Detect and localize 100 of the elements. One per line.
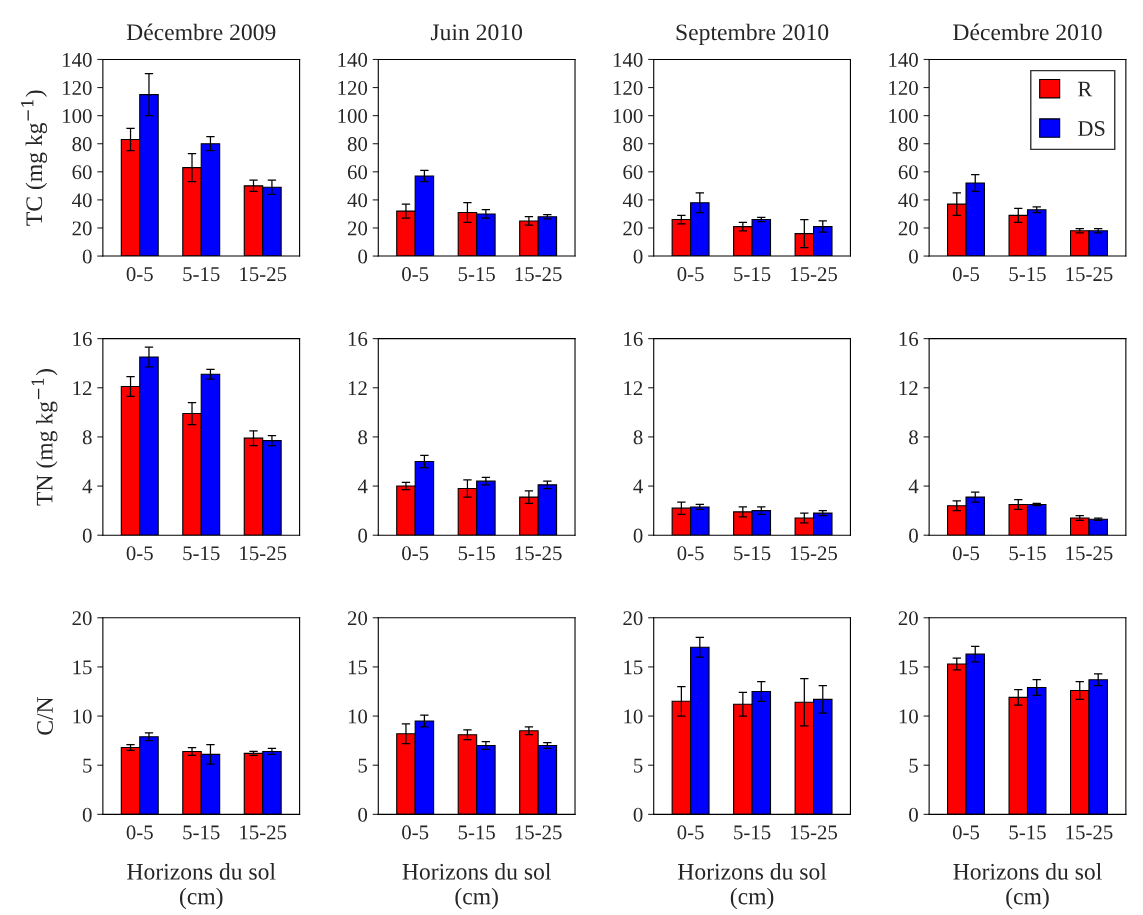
x-tick-label: 0-5 xyxy=(402,267,429,282)
x-tick-label: 15-25 xyxy=(515,546,562,561)
y-tick-label: 10 xyxy=(73,709,92,724)
y-tick-label: 16 xyxy=(624,332,643,347)
y-tick-label: 140 xyxy=(63,52,92,67)
chart-title: Décembre 2009 xyxy=(126,23,276,41)
chart-title: Septembre 2010 xyxy=(676,23,829,46)
y-tick-label: 8 xyxy=(82,430,92,445)
y-tick-label: 60 xyxy=(347,165,368,180)
y-tick-label: 20 xyxy=(347,221,368,236)
x-tick-label: 5-15 xyxy=(183,546,220,561)
y-tick-label: 140 xyxy=(338,52,368,67)
y-tick-label: 12 xyxy=(624,381,643,395)
y-tick-label: 20 xyxy=(72,221,92,236)
y-tick-label: 16 xyxy=(899,332,919,347)
y-tick-label: 5 xyxy=(909,758,918,773)
y-tick-label: 4 xyxy=(82,479,93,494)
x-tick-label: 15-25 xyxy=(240,825,287,840)
x-tick-label: 0-5 xyxy=(402,825,429,840)
y-tick-label: 8 xyxy=(909,430,918,445)
y-tick-label: 0 xyxy=(633,528,643,543)
x-tick-label: 5-15 xyxy=(458,825,495,840)
y-tick-label: 60 xyxy=(898,165,918,180)
x-tick-label: 0-5 xyxy=(677,546,704,561)
x-tick-label: 15-25 xyxy=(791,546,838,561)
y-tick-label: 0 xyxy=(909,807,918,822)
x-tick-label: 5-15 xyxy=(734,825,771,840)
x-tick-label: 15-25 xyxy=(791,267,838,282)
x-axis-title: Horizons du sol (cm) xyxy=(677,863,827,910)
y-tick-label: 100 xyxy=(889,109,918,124)
y-tick-label: 100 xyxy=(338,109,368,124)
y-tick-label: 140 xyxy=(889,52,918,67)
y-tick-label: 0 xyxy=(633,807,643,822)
x-tick-label: 5-15 xyxy=(458,267,495,282)
y-tick-label: 100 xyxy=(63,109,92,124)
y-tick-label: 0 xyxy=(82,807,92,822)
y-tick-label: 20 xyxy=(72,611,92,626)
y-tick-label: 20 xyxy=(347,611,368,626)
x-tick-label: 15-25 xyxy=(791,825,838,840)
y-axis-title: TN (mg kg$^{−1}$) xyxy=(31,369,58,506)
x-tick-label: 15-25 xyxy=(240,267,287,282)
y-tick-label: 5 xyxy=(358,758,368,773)
y-tick-label: 12 xyxy=(73,381,92,395)
y-tick-label: 120 xyxy=(613,80,643,95)
y-tick-label: 0 xyxy=(633,249,643,264)
x-tick-label: 0-5 xyxy=(677,825,704,840)
x-tick-label: 15-25 xyxy=(515,267,562,282)
y-tick-label: 0 xyxy=(82,249,92,264)
legend-label: DS xyxy=(1078,121,1105,136)
y-tick-label: 80 xyxy=(623,137,643,152)
x-tick-label: 0-5 xyxy=(402,546,429,561)
y-tick-label: 0 xyxy=(358,249,368,264)
x-tick-label: 0-5 xyxy=(952,825,980,840)
x-tick-label: 15-25 xyxy=(1066,546,1113,561)
y-tick-label: 15 xyxy=(624,660,643,675)
x-tick-label: 15-25 xyxy=(1066,825,1113,840)
y-tick-label: 40 xyxy=(622,193,643,208)
y-tick-label: 12 xyxy=(899,381,918,395)
y-tick-label: 12 xyxy=(348,381,367,395)
y-tick-label: 10 xyxy=(348,709,368,724)
y-tick-label: 20 xyxy=(623,221,643,236)
y-tick-label: 80 xyxy=(898,137,918,152)
y-tick-label: 0 xyxy=(909,528,918,543)
y-tick-label: 4 xyxy=(357,479,368,494)
y-tick-label: 140 xyxy=(613,52,643,67)
y-axis-title: C/N xyxy=(37,696,53,735)
x-tick-label: 15-25 xyxy=(1066,267,1113,282)
x-tick-label: 0-5 xyxy=(952,546,980,561)
x-tick-label: 0-5 xyxy=(126,825,153,840)
x-axis-title: Horizons du sol (cm) xyxy=(402,863,551,910)
y-tick-label: 120 xyxy=(63,80,92,95)
y-tick-label: 4 xyxy=(908,479,919,494)
chart-title: Décembre 2010 xyxy=(953,23,1102,41)
y-tick-label: 0 xyxy=(82,528,92,543)
y-tick-label: 5 xyxy=(634,758,643,773)
y-tick-label: 20 xyxy=(623,611,643,626)
legend-label: R xyxy=(1078,81,1093,97)
y-tick-label: 0 xyxy=(909,249,918,264)
y-tick-label: 40 xyxy=(347,193,368,208)
y-tick-label: 20 xyxy=(898,221,918,236)
chart-title: Juin 2010 xyxy=(430,24,522,41)
y-tick-label: 4 xyxy=(633,479,643,494)
x-tick-label: 5-15 xyxy=(1009,825,1046,840)
y-tick-label: 10 xyxy=(624,709,643,724)
y-tick-label: 60 xyxy=(72,165,92,180)
x-tick-label: 5-15 xyxy=(734,546,771,561)
y-tick-label: 40 xyxy=(898,193,918,208)
y-tick-label: 8 xyxy=(358,430,368,445)
y-tick-label: 5 xyxy=(83,758,92,773)
y-tick-label: 80 xyxy=(347,137,368,152)
x-tick-label: 5-15 xyxy=(183,825,220,840)
y-tick-label: 80 xyxy=(72,137,92,152)
y-tick-label: 120 xyxy=(889,80,918,95)
y-tick-label: 0 xyxy=(358,528,368,543)
y-tick-label: 120 xyxy=(338,80,368,95)
x-tick-label: 5-15 xyxy=(458,546,495,561)
y-tick-label: 15 xyxy=(348,660,368,675)
x-tick-label: 15-25 xyxy=(515,825,562,840)
y-tick-label: 40 xyxy=(72,193,92,208)
y-tick-label: 20 xyxy=(898,611,918,626)
